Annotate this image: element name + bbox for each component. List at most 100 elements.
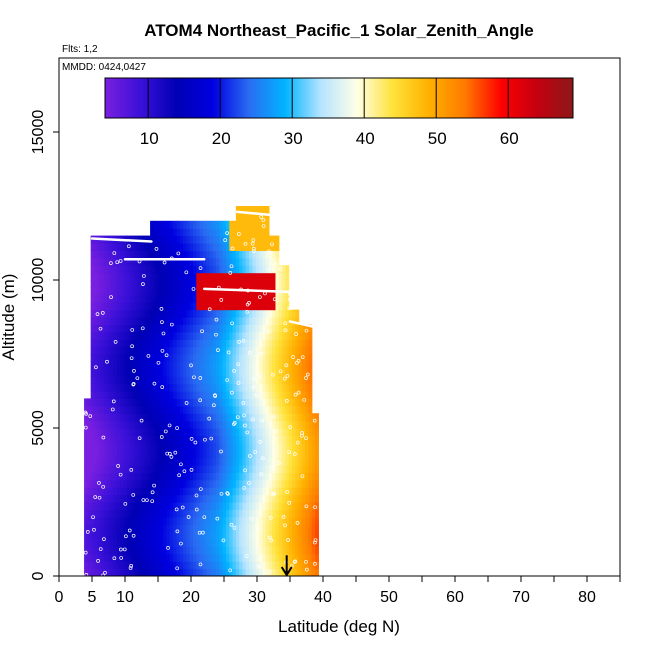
heatmap-cell (268, 546, 273, 555)
heatmap-cell (222, 465, 227, 473)
heatmap-cell (97, 428, 102, 436)
heatmap-cell (209, 280, 214, 288)
track-segment (202, 287, 292, 294)
heatmap-cell (285, 339, 290, 348)
heatmap-cell (252, 553, 257, 562)
heatmap-cell (173, 546, 178, 555)
heatmap-cell (209, 553, 214, 562)
heatmap-cell (153, 413, 158, 422)
heatmap-cell (291, 479, 296, 488)
heatmap-cell (140, 531, 145, 540)
heatmap-cell (239, 568, 244, 576)
heatmap-cell (126, 516, 131, 525)
heatmap-cell (183, 391, 187, 399)
heatmap-cell (249, 561, 253, 570)
track-point (109, 261, 113, 266)
heatmap-cell (183, 516, 187, 525)
heatmap-cell (285, 346, 290, 355)
heatmap-cell (169, 472, 174, 481)
heatmap-cell (202, 331, 207, 340)
heatmap-cell (242, 546, 247, 555)
heatmap-cell (156, 479, 161, 488)
heatmap-cell (225, 272, 230, 281)
heatmap-cell (308, 472, 313, 481)
heatmap-cell (235, 206, 240, 214)
heatmap-cell (186, 405, 191, 414)
heatmap-cell (252, 368, 257, 377)
heatmap-cell (298, 465, 303, 473)
heatmap-cell (107, 546, 112, 555)
track-point (276, 461, 281, 465)
heatmap-cell (133, 487, 138, 496)
heatmap-cell (166, 250, 171, 259)
heatmap-cell (107, 516, 112, 525)
heatmap-cell (133, 413, 138, 422)
heatmap-cell (235, 383, 240, 392)
heatmap-cell (291, 539, 296, 547)
heatmap-cell (183, 472, 187, 481)
heatmap-cell (123, 346, 128, 355)
heatmap-cell (153, 546, 158, 555)
heatmap-cell (275, 294, 280, 303)
heatmap-cell (166, 287, 171, 296)
heatmap-cell (176, 398, 181, 407)
heatmap-cell (222, 450, 227, 459)
heatmap-cell (97, 561, 102, 570)
heatmap-cell (100, 494, 105, 503)
heatmap-cell (301, 524, 306, 533)
heatmap-cell (150, 228, 154, 237)
track-point (283, 523, 287, 528)
heatmap-cell (179, 243, 184, 251)
heatmap-cell (192, 235, 197, 244)
heatmap-cell (278, 361, 283, 370)
heatmap-cell (120, 428, 125, 436)
heatmap-cell (285, 265, 290, 274)
heatmap-cell (212, 442, 217, 451)
heatmap-cell (252, 450, 257, 459)
heatmap-cell (222, 398, 227, 407)
heatmap-cell (242, 294, 247, 303)
heatmap-cell (262, 368, 267, 377)
heatmap-cell (117, 265, 121, 274)
heatmap-cell (176, 280, 181, 288)
heatmap-cell (166, 494, 171, 503)
heatmap-cell (305, 539, 310, 547)
heatmap-cell (216, 302, 220, 311)
heatmap-cell (291, 331, 296, 340)
heatmap-cell (126, 553, 131, 562)
heatmap-cell (150, 302, 154, 311)
heatmap-cell (262, 450, 267, 459)
heatmap-cell (268, 405, 273, 414)
colorbar-label-20: 20 (212, 129, 231, 148)
heatmap-cell (150, 294, 154, 303)
heatmap-cell (258, 309, 263, 318)
heatmap-cell (298, 361, 303, 370)
heatmap-cell (133, 391, 138, 399)
heatmap-cell (216, 250, 220, 259)
heatmap-cell (199, 546, 204, 555)
heatmap-cell (126, 383, 131, 392)
heatmap-cell (110, 265, 115, 274)
track-point (305, 567, 309, 572)
heatmap-cell (275, 494, 280, 503)
heatmap-cell (159, 243, 164, 251)
heatmap-cell (87, 398, 92, 407)
heatmap-cell (100, 472, 105, 481)
heatmap-cell (143, 339, 148, 348)
heatmap-cell (173, 324, 178, 333)
track-point (294, 332, 298, 336)
heatmap-cell (130, 539, 135, 547)
heatmap-cell (219, 509, 224, 518)
heatmap-cell (107, 413, 112, 422)
heatmap-cell (90, 324, 95, 333)
heatmap-cell (219, 331, 224, 340)
heatmap-cell (298, 502, 303, 510)
heatmap-cell (196, 331, 201, 340)
heatmap-cell (308, 413, 313, 422)
heatmap-cell (239, 331, 244, 340)
heatmap-cell (212, 376, 217, 385)
heatmap-cell (192, 243, 197, 251)
track-point (184, 270, 189, 275)
heatmap-cell (117, 561, 121, 570)
heatmap-cell (173, 561, 178, 570)
